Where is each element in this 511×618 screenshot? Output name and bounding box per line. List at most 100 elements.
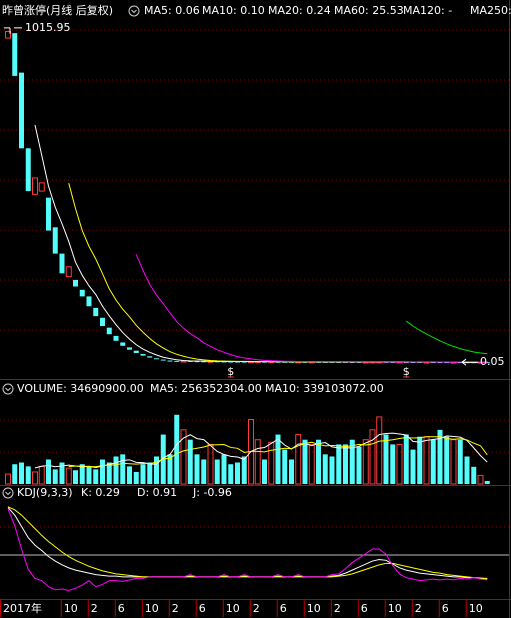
candle-down <box>187 360 193 362</box>
dropdown-icon[interactable] <box>2 383 14 395</box>
x-tick-label: 6 <box>442 602 449 615</box>
volume-bar <box>187 439 193 484</box>
x-tick-label: 2017年 <box>3 601 42 615</box>
kdj-line <box>7 508 488 591</box>
candle-down <box>329 361 335 363</box>
volume-bar <box>349 439 355 484</box>
x-tick-label: 10 <box>145 602 159 615</box>
x-tick-label: 6 <box>280 602 287 615</box>
candle-down <box>282 361 288 363</box>
candle-down <box>59 253 65 274</box>
volume-bar <box>383 434 389 484</box>
volume-bar <box>201 459 207 484</box>
volume-bar <box>93 469 99 484</box>
volume-bar <box>5 473 11 485</box>
dropdown-chevron[interactable] <box>5 491 11 496</box>
candle-up <box>32 177 38 195</box>
volume-bar <box>362 439 369 485</box>
volume-bar <box>79 464 85 484</box>
volume-bar <box>484 481 490 484</box>
volume-bar <box>308 443 315 485</box>
x-tick-label: 2 <box>91 602 98 615</box>
candle-down <box>86 296 92 307</box>
legend-item: MA10: 0.10 <box>202 4 265 17</box>
legend-item: MA5: 0.06 <box>144 4 200 17</box>
legend-item: VOLUME: 34690900.00 <box>17 382 144 395</box>
dropdown-circle[interactable] <box>2 487 14 499</box>
volume-bar <box>113 456 119 484</box>
candle-down <box>12 33 18 76</box>
event-marker: $ <box>403 365 410 378</box>
volume-bar <box>403 434 409 484</box>
kdj-line <box>7 506 488 579</box>
dropdown-circle[interactable] <box>128 5 140 17</box>
volume-bar <box>390 444 396 484</box>
volume-bar <box>430 439 436 484</box>
volume-bar <box>450 439 457 485</box>
grid <box>0 29 509 556</box>
candle-up <box>38 182 45 192</box>
volume-bar <box>59 462 65 484</box>
volume-bar <box>302 439 308 484</box>
volume-bar <box>254 439 261 485</box>
volume-bar <box>147 462 153 484</box>
volume-bar <box>417 436 423 484</box>
volume-bar <box>471 466 477 484</box>
legend-item: J: -0.96 <box>192 486 232 499</box>
candle-down <box>221 361 227 363</box>
volume-bar <box>282 449 288 484</box>
candle-down <box>336 361 342 363</box>
candle-down <box>444 362 450 364</box>
candle-down <box>46 197 51 231</box>
candle-down <box>343 361 348 363</box>
candle-down <box>25 148 31 192</box>
volume-bar <box>423 436 430 485</box>
volume-bar <box>376 416 383 485</box>
volume-bar <box>343 444 348 484</box>
dropdown-icon[interactable] <box>2 487 14 499</box>
dropdown-icon[interactable] <box>128 5 140 17</box>
volume-bar <box>19 462 24 484</box>
candle-down <box>235 361 240 363</box>
volume-bar <box>65 467 72 485</box>
candle-down <box>228 361 234 363</box>
volume-bar <box>336 444 342 484</box>
candle-down <box>79 289 85 297</box>
candle-down <box>194 361 200 363</box>
volume-bar <box>329 456 335 484</box>
candle-down <box>120 342 126 346</box>
volume-bar <box>289 459 294 484</box>
candle-down <box>289 361 294 363</box>
candle-up <box>5 30 11 39</box>
volume-bar <box>127 466 132 484</box>
dropdown-circle[interactable] <box>2 383 14 395</box>
x-tick-label: 2 <box>415 602 422 615</box>
volume-bar <box>38 465 45 485</box>
candle-down <box>201 361 207 363</box>
candle-up <box>65 266 72 278</box>
x-tick-label: 2 <box>172 602 179 615</box>
candle-down <box>133 350 139 353</box>
volume-bar <box>46 459 51 484</box>
legend-item: MA5: 256352304.00 <box>150 382 262 395</box>
volume-bar <box>221 454 227 484</box>
volume-bar <box>52 469 58 484</box>
candle-down <box>19 72 24 149</box>
candle-down <box>484 362 490 364</box>
candle-down <box>154 358 159 360</box>
legend-item: MA10: 339103072.00 <box>265 382 384 395</box>
volume-bar <box>32 471 38 485</box>
last-price-label: 0.05 <box>480 355 505 368</box>
volume-ma-line <box>68 436 488 468</box>
dropdown-chevron[interactable] <box>5 387 11 392</box>
legend-item: MA20: 0.24 <box>268 4 331 17</box>
volume-bar <box>396 443 403 485</box>
x-tick-label: 2 <box>253 602 260 615</box>
dropdown-chevron[interactable] <box>131 9 137 14</box>
candle-down <box>127 347 132 350</box>
volume-bar <box>12 464 18 484</box>
legend-item: MA120: - <box>403 4 452 17</box>
volume-bar <box>106 462 112 484</box>
candle-down <box>356 361 362 363</box>
candle-down <box>174 360 180 362</box>
